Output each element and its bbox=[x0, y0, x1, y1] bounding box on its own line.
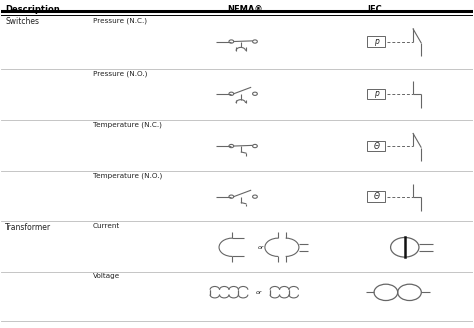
FancyBboxPatch shape bbox=[367, 36, 385, 47]
FancyBboxPatch shape bbox=[367, 89, 385, 99]
Text: Θ: Θ bbox=[374, 142, 379, 151]
FancyBboxPatch shape bbox=[367, 141, 385, 151]
Text: p: p bbox=[374, 37, 379, 46]
Text: NEMA®: NEMA® bbox=[228, 5, 263, 14]
Text: Θ: Θ bbox=[374, 192, 379, 201]
Text: Voltage: Voltage bbox=[93, 274, 120, 279]
Text: Pressure (N.O.): Pressure (N.O.) bbox=[93, 71, 147, 77]
Text: p: p bbox=[374, 89, 379, 98]
Text: Current: Current bbox=[93, 223, 120, 229]
Text: Pressure (N.C.): Pressure (N.C.) bbox=[93, 17, 147, 24]
Text: Switches: Switches bbox=[5, 17, 39, 26]
Text: Temperature (N.C.): Temperature (N.C.) bbox=[93, 122, 162, 128]
Text: or: or bbox=[255, 290, 262, 295]
Text: Description: Description bbox=[5, 5, 60, 14]
Text: IEC: IEC bbox=[367, 5, 382, 14]
FancyBboxPatch shape bbox=[367, 192, 385, 202]
Text: or: or bbox=[257, 245, 264, 250]
Text: Temperature (N.O.): Temperature (N.O.) bbox=[93, 172, 162, 179]
Text: Transformer: Transformer bbox=[5, 223, 52, 232]
